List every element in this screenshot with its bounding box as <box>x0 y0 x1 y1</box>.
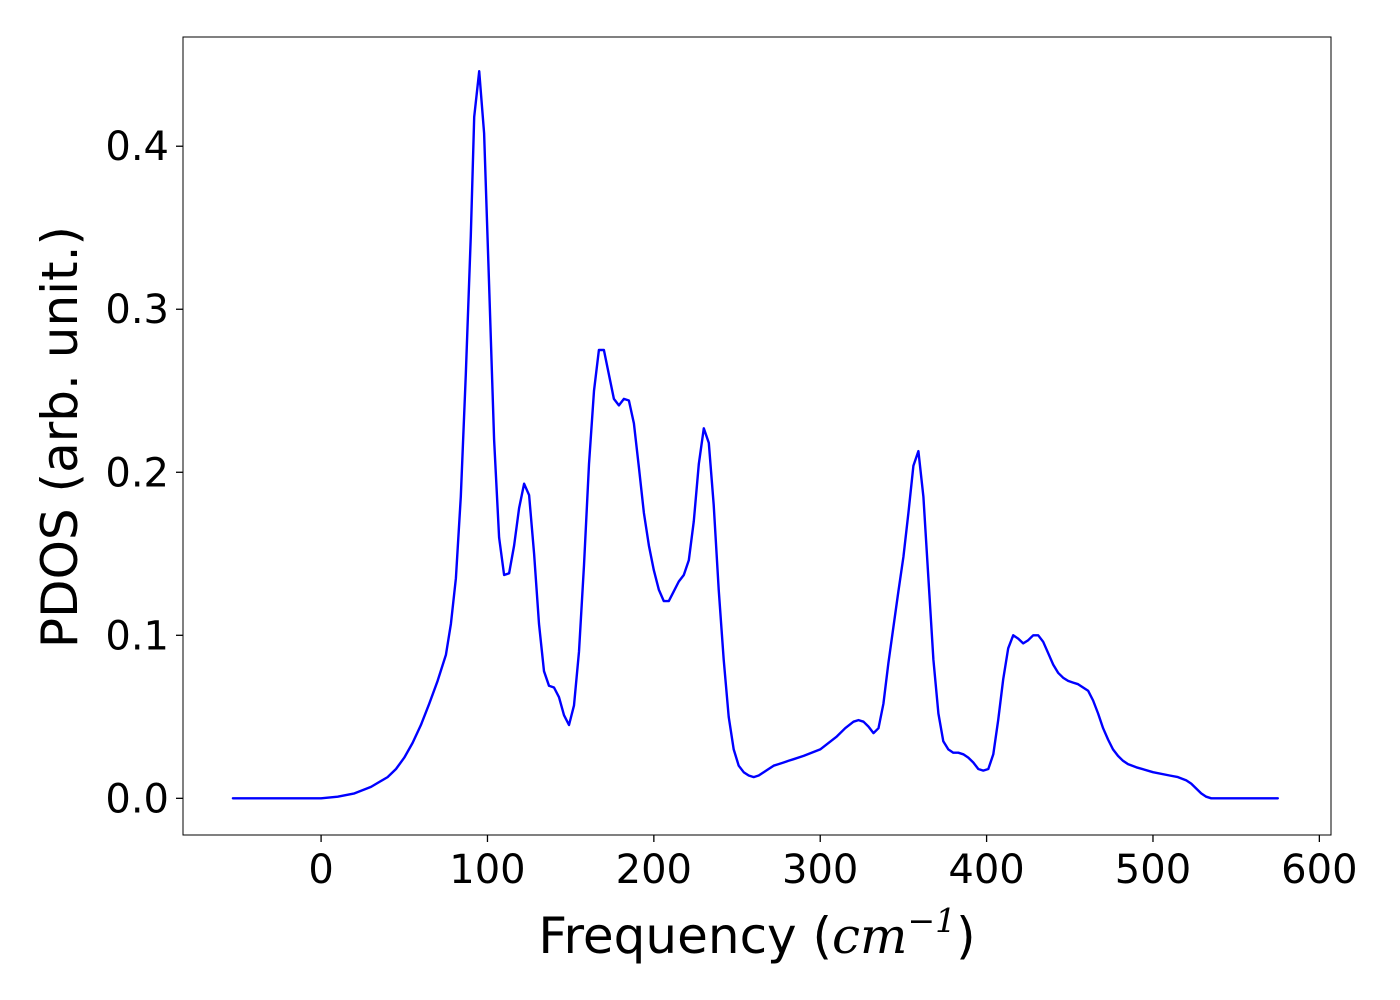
x-tick-label: 600 <box>1281 847 1357 893</box>
pdos-series-line <box>231 69 1280 800</box>
y-axis-ticks: 0.0 0.1 0.2 0.3 0.4 <box>105 124 183 822</box>
x-tick-label: 500 <box>1115 847 1191 893</box>
axes-frame <box>182 36 1332 836</box>
y-axis-label: PDOS (arb. unit.) <box>31 226 89 648</box>
y-tick-label: 0.1 <box>105 613 169 659</box>
y-tick-label: 0.3 <box>105 287 169 333</box>
x-tick-label: 0 <box>308 847 333 893</box>
x-axis-label: Frequency (cm−1) <box>538 901 975 965</box>
x-tick-label: 400 <box>948 847 1024 893</box>
x-axis-ticks: 0 100 200 300 400 500 600 <box>308 835 1358 893</box>
plot-area <box>231 69 1280 800</box>
x-tick-label: 300 <box>782 847 858 893</box>
y-tick-label: 0.2 <box>105 450 169 496</box>
y-tick-label: 0.0 <box>105 776 169 822</box>
y-tick-label: 0.4 <box>105 124 169 170</box>
x-tick-label: 100 <box>449 847 525 893</box>
x-tick-label: 200 <box>616 847 692 893</box>
